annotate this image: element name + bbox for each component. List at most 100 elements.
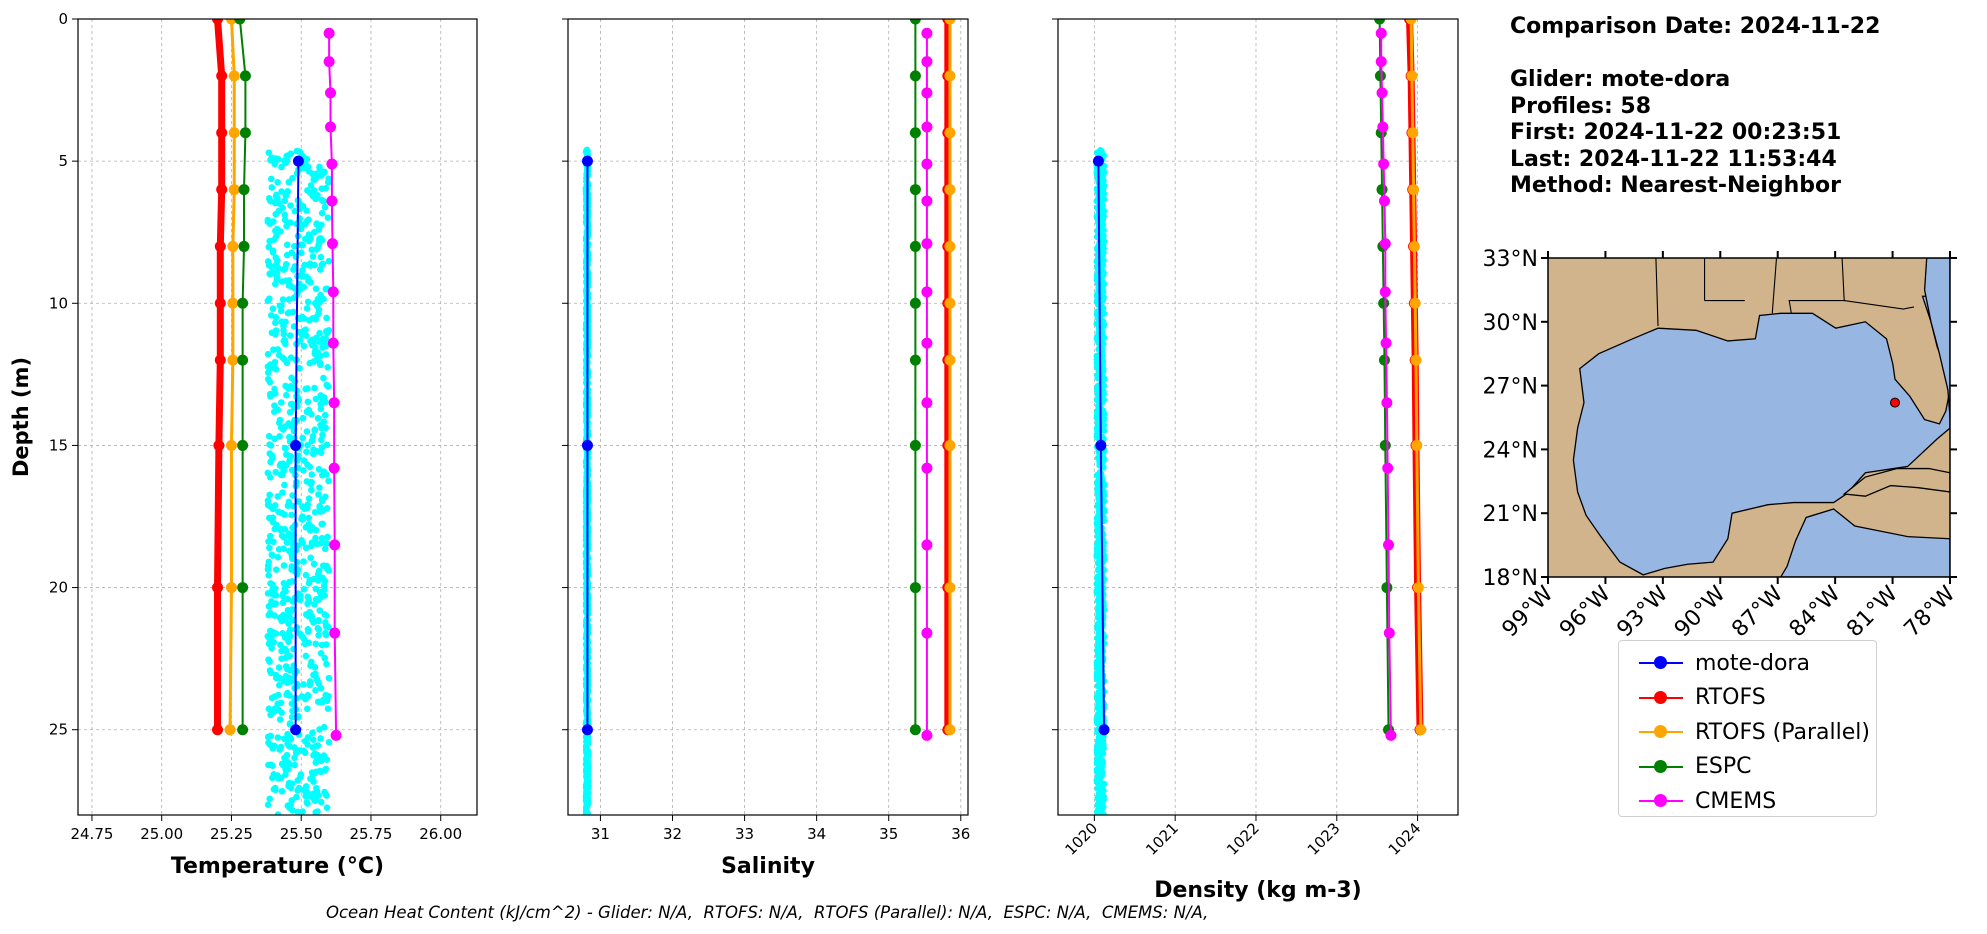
series-line bbox=[1378, 19, 1390, 730]
legend-label: ESPC bbox=[1695, 754, 1752, 780]
glider-scatter-point bbox=[320, 586, 328, 594]
glider-scatter-point bbox=[275, 775, 282, 782]
glider-scatter-point bbox=[582, 733, 590, 741]
glider-scatter-point bbox=[282, 340, 289, 348]
glider-scatter-point bbox=[317, 405, 325, 413]
series-point bbox=[237, 439, 249, 451]
glider-scatter-point bbox=[323, 660, 330, 668]
glider-scatter-point bbox=[301, 640, 309, 648]
glider-scatter-point bbox=[281, 423, 289, 430]
series-point bbox=[921, 337, 933, 349]
glider-scatter-point bbox=[287, 332, 294, 339]
y-axis-label: Depth (m) bbox=[9, 357, 33, 477]
glider-scatter-point bbox=[584, 792, 591, 799]
glider-scatter-point bbox=[271, 435, 278, 443]
series-point bbox=[290, 724, 302, 736]
glider-scatter-point bbox=[283, 222, 290, 230]
lon-tick-label: 87°W bbox=[1727, 581, 1788, 642]
glider-scatter-point bbox=[317, 735, 324, 742]
glider-scatter-point bbox=[1096, 677, 1103, 684]
series-line bbox=[214, 19, 226, 730]
glider-scatter-point bbox=[324, 363, 331, 371]
glider-scatter-point bbox=[269, 514, 277, 521]
glider-scatter-point bbox=[300, 558, 307, 565]
glider-scatter-point bbox=[291, 695, 298, 702]
series-point bbox=[327, 286, 339, 298]
glider-scatter-point bbox=[265, 261, 273, 269]
glider-scatter-point bbox=[1093, 551, 1101, 558]
series-line bbox=[328, 33, 338, 736]
series-point bbox=[326, 238, 338, 250]
glider-scatter-point bbox=[274, 734, 282, 741]
glider-scatter-point bbox=[316, 607, 324, 614]
series-point bbox=[237, 297, 249, 309]
method: Method: Nearest-Neighbor bbox=[1510, 173, 1841, 198]
glider-scatter-point bbox=[288, 249, 296, 257]
series-point bbox=[292, 155, 304, 167]
series-point bbox=[921, 87, 933, 99]
glider-scatter-point bbox=[284, 730, 291, 738]
glider-scatter-point bbox=[316, 329, 323, 337]
glider-scatter-point bbox=[299, 808, 306, 815]
glider-scatter-point bbox=[304, 398, 312, 406]
glider-scatter-point bbox=[1095, 566, 1102, 573]
glider-scatter-point bbox=[286, 652, 294, 660]
glider-scatter-point bbox=[303, 428, 311, 435]
state-border bbox=[1655, 258, 1659, 327]
glider-scatter-point bbox=[280, 562, 288, 569]
glider-scatter-point bbox=[1100, 190, 1108, 197]
x-tick-label: 25.50 bbox=[280, 825, 323, 843]
lon-tick-label: 90°W bbox=[1670, 581, 1731, 642]
glider-scatter-point bbox=[320, 723, 328, 731]
glider-scatter-point bbox=[293, 793, 300, 801]
plot-area bbox=[1092, 19, 1427, 815]
glider-scatter-point bbox=[285, 498, 293, 506]
glider-scatter-point bbox=[1100, 606, 1108, 614]
state-border bbox=[1788, 258, 1845, 314]
series-line bbox=[228, 19, 236, 730]
glider-scatter-point bbox=[1100, 375, 1108, 382]
series-point bbox=[238, 240, 250, 252]
series-point bbox=[237, 724, 249, 736]
series-point bbox=[225, 439, 237, 451]
glider-scatter-point bbox=[296, 148, 304, 155]
series-point bbox=[212, 582, 224, 594]
series-point bbox=[944, 354, 956, 366]
glider-scatter-point bbox=[277, 699, 285, 707]
glider-scatter-point bbox=[1095, 757, 1103, 765]
glider-scatter-point bbox=[270, 538, 277, 546]
glider-scatter-point bbox=[1096, 611, 1104, 618]
glider-scatter-point bbox=[264, 297, 272, 305]
legend-label: mote-dora bbox=[1695, 650, 1810, 676]
glider-scatter-point bbox=[318, 172, 325, 179]
glider-scatter-point bbox=[583, 147, 590, 155]
x-tick-label: 35 bbox=[879, 825, 898, 843]
glider-scatter-point bbox=[267, 580, 274, 587]
glider-scatter-point bbox=[308, 471, 316, 478]
glider-scatter-point bbox=[278, 188, 285, 195]
glider-scatter-point bbox=[324, 214, 332, 222]
glider-scatter-point bbox=[321, 788, 328, 796]
x-axis-label: Temperature (°C) bbox=[171, 854, 384, 879]
glider-scatter-point bbox=[324, 178, 332, 186]
glider-scatter-point bbox=[1094, 149, 1101, 157]
glider-scatter-point bbox=[303, 448, 310, 456]
last-time: Last: 2024-11-22 11:53:44 bbox=[1510, 146, 1837, 172]
series-point bbox=[944, 240, 956, 252]
glider-scatter-point bbox=[318, 444, 326, 451]
glider-scatter-point bbox=[315, 753, 323, 761]
glider-scatter-point bbox=[279, 296, 287, 303]
glider-scatter-point bbox=[265, 558, 273, 566]
glider-scatter-point bbox=[322, 328, 330, 335]
series-point bbox=[1380, 337, 1392, 349]
glider-scatter-point bbox=[277, 641, 284, 649]
series-point bbox=[1092, 155, 1104, 167]
series-point bbox=[944, 184, 956, 196]
glider-scatter-point bbox=[304, 734, 312, 741]
glider-marker bbox=[1889, 397, 1900, 408]
x-tick-label: 1021 bbox=[1142, 819, 1182, 859]
glider-scatter-point bbox=[1097, 345, 1105, 353]
glider-scatter-point bbox=[319, 471, 326, 479]
glider-scatter-point bbox=[297, 771, 305, 778]
glider-scatter-point bbox=[1100, 196, 1108, 203]
